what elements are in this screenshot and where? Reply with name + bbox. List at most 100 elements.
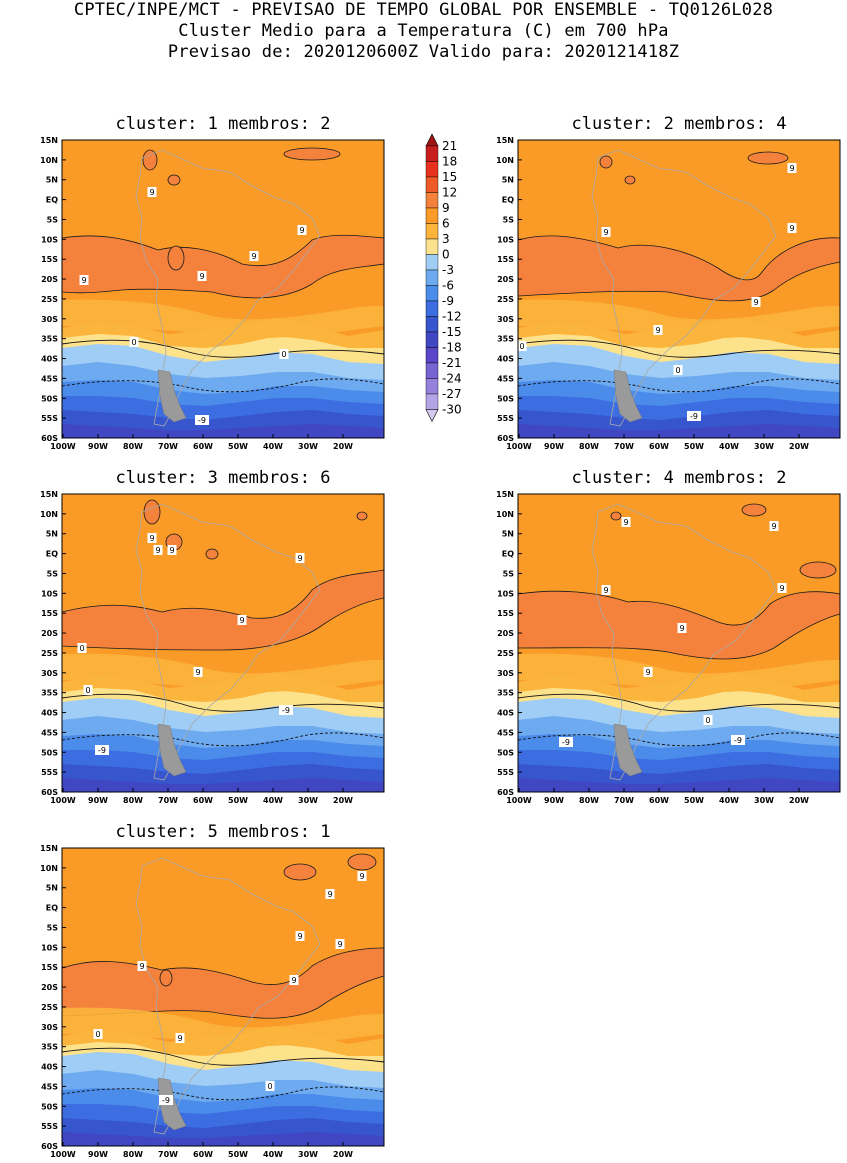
warm-blob xyxy=(741,503,767,517)
contour-label: 9 xyxy=(653,325,663,335)
contour-label: -9 xyxy=(559,737,573,747)
contour-minus9C xyxy=(61,732,385,747)
continent-outline xyxy=(135,857,321,1135)
patagonia-land xyxy=(157,369,187,423)
svg-text:9: 9 xyxy=(655,326,660,335)
svg-text:9: 9 xyxy=(603,228,608,237)
lon-tick-label: 90W xyxy=(88,1150,108,1159)
lat-tick-label: 40S xyxy=(41,709,58,718)
svg-text:9: 9 xyxy=(771,522,776,531)
lat-tick-label: 35S xyxy=(41,1043,58,1052)
lon-tick-label: 60W xyxy=(193,796,213,805)
continent-outline xyxy=(591,149,777,427)
contour-label: 0 xyxy=(77,643,87,653)
contour-label: 9 xyxy=(193,667,203,677)
colorbar-label: 0 xyxy=(442,248,450,262)
lat-tick-label: 5S xyxy=(503,569,515,578)
lon-tick-label: 50W xyxy=(228,1150,248,1159)
patagonia-land xyxy=(157,723,187,777)
contour-0C xyxy=(61,693,385,712)
contour-minus9C xyxy=(517,732,841,747)
svg-text:9: 9 xyxy=(789,224,794,233)
lat-tick-label: 20S xyxy=(41,983,58,992)
lon-tick-label: 80W xyxy=(123,1150,143,1159)
contour-label: 9 xyxy=(147,533,157,543)
lat-tick-label: 15S xyxy=(41,255,58,264)
lat-tick-label: 10N xyxy=(496,156,514,165)
svg-text:9: 9 xyxy=(753,298,758,307)
lat-tick-label: 50S xyxy=(41,1102,58,1111)
svg-text:-9: -9 xyxy=(562,738,570,747)
lat-tick-label: 15N xyxy=(40,490,58,499)
contour-label: 9 xyxy=(769,521,779,531)
contour-0C xyxy=(517,693,841,712)
lat-tick-label: 20S xyxy=(497,629,514,638)
map-frame xyxy=(61,847,385,1147)
lon-tick-label: 80W xyxy=(579,442,599,451)
svg-text:0: 0 xyxy=(95,1030,100,1039)
warm-blob xyxy=(347,853,377,871)
svg-text:-9: -9 xyxy=(98,746,106,755)
contour-label: 9 xyxy=(677,623,687,633)
lat-tick-label: 50S xyxy=(497,748,514,757)
lon-tick-label: 100W xyxy=(506,796,532,805)
lat-tick-label: 55S xyxy=(41,768,58,777)
lat-tick-label: 5S xyxy=(47,923,59,932)
lat-tick-label: 40S xyxy=(497,709,514,718)
svg-text:9: 9 xyxy=(149,188,154,197)
lon-tick-label: 60W xyxy=(649,796,669,805)
lat-tick-label: 55S xyxy=(497,768,514,777)
contour-label: 9 xyxy=(137,961,147,971)
colorbar-segment xyxy=(425,207,439,224)
map-panel-5: 9 9 9 9 9 9 9 0 0 -9 15N 10N 5N EQ 5S 10S 15S 20S 25S 30S 35… xyxy=(40,844,385,1159)
colorbar-label: -21 xyxy=(442,356,462,370)
colorbar-segment xyxy=(425,176,439,193)
lat-tick-label: 45S xyxy=(41,374,58,383)
contour-label: 9 xyxy=(601,585,611,595)
lat-tick-label: 5N xyxy=(46,884,58,893)
colorbar-segment xyxy=(425,362,439,379)
lon-tick-label: 40W xyxy=(719,796,739,805)
lat-tick-label: 60S xyxy=(497,788,514,797)
colorbar-label: -15 xyxy=(442,325,462,339)
lat-tick-label: 5N xyxy=(502,530,514,539)
contour-label: -9 xyxy=(195,415,209,425)
colorbar-segment xyxy=(425,316,439,333)
lon-tick-label: 50W xyxy=(228,796,248,805)
lat-tick-label: 60S xyxy=(41,434,58,443)
lat-tick-label: 50S xyxy=(497,394,514,403)
lat-tick-label: 40S xyxy=(41,355,58,364)
lat-tick-label: 55S xyxy=(41,414,58,423)
svg-text:9: 9 xyxy=(199,272,204,281)
svg-text:9: 9 xyxy=(239,616,244,625)
lat-tick-label: 30S xyxy=(41,669,58,678)
colorbar-label: 21 xyxy=(442,139,457,153)
colorbar-bottom-arrow xyxy=(425,409,439,423)
svg-text:9: 9 xyxy=(645,668,650,677)
band-3-6C xyxy=(518,653,840,692)
lon-tick-label: 80W xyxy=(579,796,599,805)
lat-tick-label: 15S xyxy=(497,255,514,264)
colorbar-segment xyxy=(425,238,439,255)
lon-tick-label: 30W xyxy=(298,1150,318,1159)
lat-tick-label: 15N xyxy=(40,136,58,145)
warm-blob xyxy=(283,147,341,161)
panel-5-title: cluster: 5 membros: 1 xyxy=(115,822,331,842)
lat-tick-label: 10S xyxy=(497,235,514,244)
lat-tick-label: 5S xyxy=(47,215,59,224)
lon-tick-label: 90W xyxy=(88,796,108,805)
svg-text:9: 9 xyxy=(155,546,160,555)
contour-label: 0 xyxy=(517,341,527,351)
panel-2-title: cluster: 2 membros: 4 xyxy=(571,114,787,134)
contour-label: 9 xyxy=(643,667,653,677)
lat-tick-label: EQ xyxy=(46,550,58,559)
lat-tick-label: 25S xyxy=(41,1003,58,1012)
lon-tick-label: 100W xyxy=(50,1150,76,1159)
contour-label: 9 xyxy=(751,297,761,307)
lat-tick-label: 35S xyxy=(41,689,58,698)
warm-blob xyxy=(599,155,613,169)
lat-tick-label: 5N xyxy=(502,176,514,185)
temperature-band xyxy=(62,424,384,438)
panel-3-title: cluster: 3 membros: 6 xyxy=(115,468,331,488)
lat-tick-label: 5N xyxy=(46,530,58,539)
